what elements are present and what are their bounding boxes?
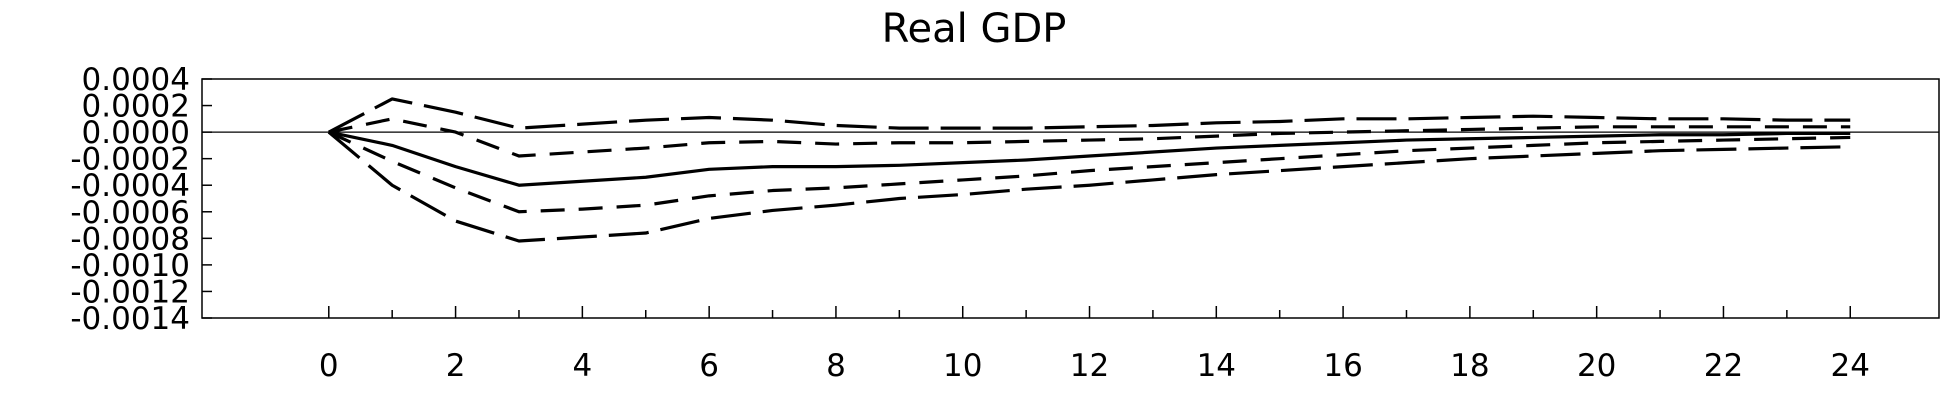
x-tick-label: 8 — [826, 348, 846, 384]
y-tick-label: -0.0012 — [70, 274, 190, 310]
x-tick-label: 16 — [1323, 348, 1362, 384]
x-tick-label: 2 — [446, 348, 466, 384]
series-line-4 — [328, 130, 1851, 214]
plot-frame — [201, 78, 1940, 319]
y-tick-label: 0.0000 — [82, 115, 190, 151]
y-tick-label: -0.0004 — [70, 168, 190, 204]
x-tick-label: 14 — [1197, 348, 1236, 384]
x-tick-label: 22 — [1704, 348, 1743, 384]
x-tick-label: 18 — [1450, 348, 1489, 384]
x-tick-label: 6 — [699, 348, 719, 384]
y-tick-label: -0.0010 — [70, 248, 190, 284]
x-tick-label: 4 — [572, 348, 592, 384]
axis-tick-labels: 0 2 4 6 8 10 12 14 16 18 20 22 240.00040.00020.0000-… — [70, 62, 1870, 384]
x-tick-label: 0 — [319, 348, 339, 384]
chart-title: Real GDP — [882, 6, 1067, 52]
series-line-5 — [327, 130, 1851, 243]
series-layer — [327, 97, 1851, 243]
y-tick-label: 0.0004 — [82, 62, 190, 98]
y-tick-label: -0.0014 — [70, 301, 190, 337]
x-tick-label: 24 — [1831, 348, 1870, 384]
series-line-2 — [328, 117, 1851, 158]
axis-ticks — [202, 78, 1851, 319]
x-tick-label: 20 — [1577, 348, 1616, 384]
x-tick-label: 10 — [943, 348, 982, 384]
x-tick-label: 12 — [1070, 348, 1109, 384]
series-line-3 — [328, 130, 1851, 187]
y-tick-label: -0.0008 — [70, 221, 190, 257]
y-tick-label: -0.0002 — [70, 142, 190, 178]
y-tick-label: 0.0002 — [82, 89, 190, 125]
y-tick-label: -0.0006 — [70, 195, 190, 231]
series-line-1 — [328, 97, 1851, 134]
